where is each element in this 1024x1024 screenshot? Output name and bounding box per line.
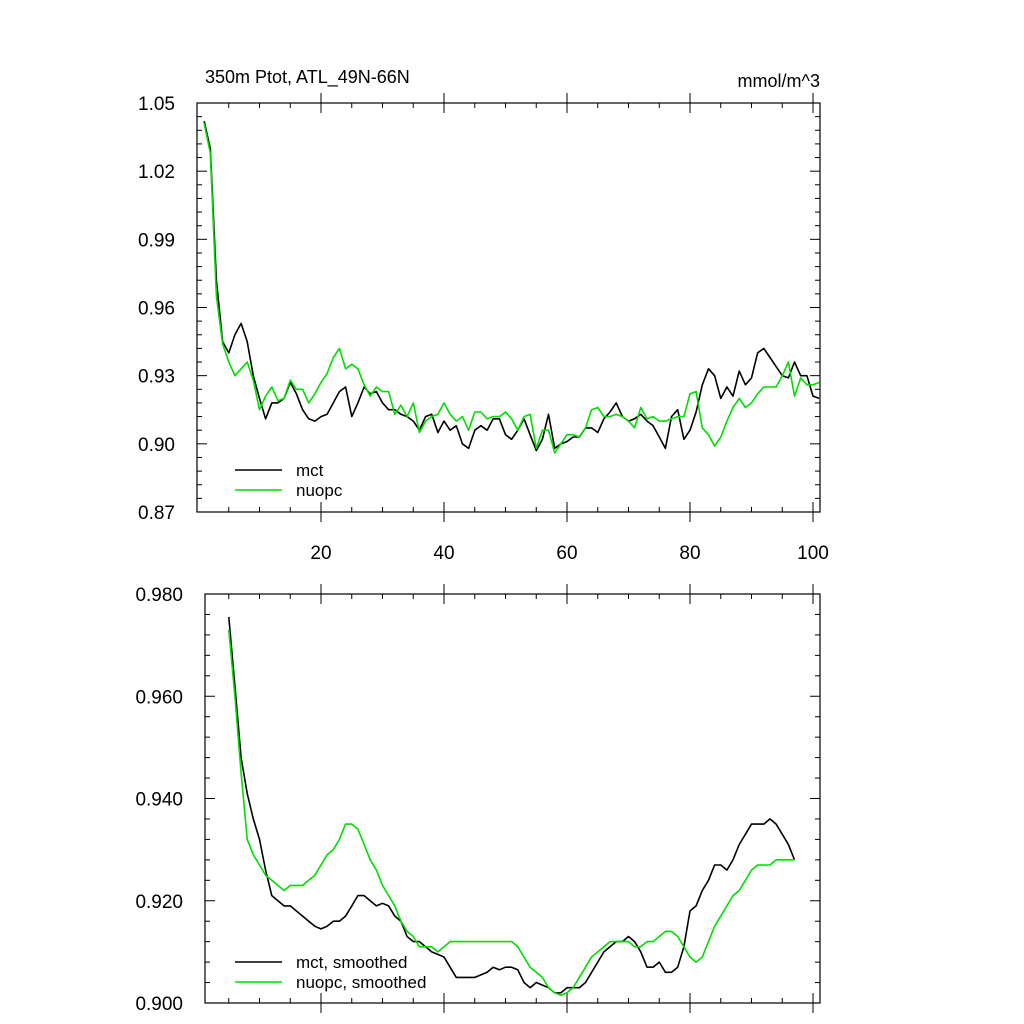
y-tick-label: 0.920 (135, 892, 183, 913)
plot-frame (196, 102, 821, 513)
x-tick-label: 20 (310, 543, 331, 564)
panel-title: 350m Ptot, ATL_49N-66N (205, 67, 410, 88)
x-tick-label: 80 (679, 543, 700, 564)
legend-label-mct: mct (296, 461, 324, 480)
series-line-mct (203, 121, 820, 452)
series-lines (203, 121, 820, 454)
legend: mct, smoothed nuopc, smoothed (235, 953, 426, 992)
y-tick-label: 0.87 (138, 503, 175, 524)
series-line-nuopc-smoothed (228, 629, 795, 997)
legend-label-nuopc: nuopc (296, 481, 343, 500)
x-tick-label: 60 (556, 543, 577, 564)
y-tick-label: 0.960 (135, 687, 183, 708)
top-panel: 350m Ptot, ATL_49N-66N mmol/m^3 0.87 0.90… (138, 67, 829, 564)
y-tick-label: 0.900 (135, 994, 183, 1015)
y-axis-labels: 0.900 0.920 0.940 0.960 0.980 (135, 585, 183, 1015)
axis-ticks (205, 584, 820, 1013)
y-tick-label: 0.940 (135, 790, 183, 811)
series-lines (228, 616, 796, 997)
axis-ticks (197, 93, 820, 522)
y-tick-label: 0.99 (138, 230, 175, 251)
y-tick-label: 0.96 (138, 299, 175, 320)
y-tick-label: 0.980 (135, 585, 183, 606)
legend: mct nuopc (235, 461, 343, 500)
y-axis-labels: 0.87 0.90 0.93 0.96 0.99 1.02 1.05 (138, 94, 175, 524)
y-tick-label: 1.05 (138, 94, 175, 115)
x-tick-label: 40 (433, 543, 454, 564)
y-tick-label: 0.93 (138, 367, 175, 388)
series-line-nuopc (203, 123, 820, 454)
plot-frame (204, 593, 821, 1004)
x-axis-labels: 20 40 60 80 100 (310, 543, 828, 564)
legend-label-nuopc-smoothed: nuopc, smoothed (296, 973, 426, 992)
x-tick-label: 100 (797, 543, 829, 564)
units-label: mmol/m^3 (738, 71, 820, 91)
legend-label-mct-smoothed: mct, smoothed (296, 953, 408, 972)
series-line-mct-smoothed (228, 616, 796, 994)
bottom-panel: 0.900 0.920 0.940 0.960 0.980 mct, smoothed … (135, 584, 821, 1015)
y-tick-label: 1.02 (138, 162, 175, 183)
y-tick-label: 0.90 (138, 435, 175, 456)
